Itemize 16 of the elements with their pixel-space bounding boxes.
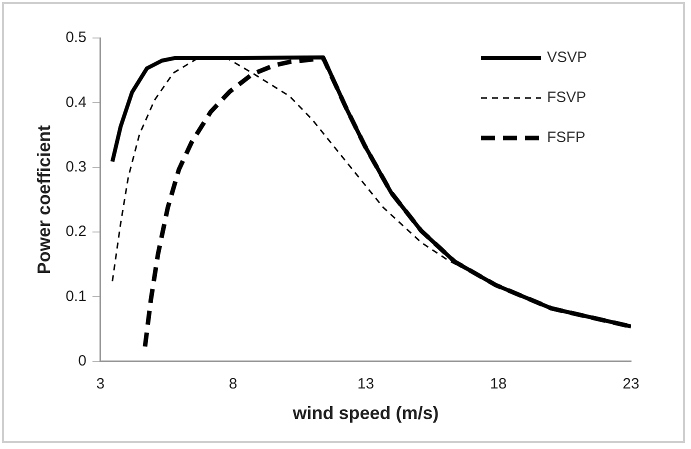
y-tick-label: 0.1 — [66, 288, 86, 305]
y-tick-label: 0.5 — [66, 29, 86, 46]
legend-label: FSVP — [547, 89, 586, 106]
y-tick-label: 0.2 — [66, 223, 86, 240]
x-tick-label: 3 — [96, 376, 105, 393]
y-tick-label: 0.3 — [66, 158, 86, 176]
x-tick-label: 13 — [357, 376, 374, 393]
x-tick-label: 18 — [490, 376, 507, 393]
x-tick-label: 23 — [622, 376, 640, 393]
y-tick-label: 0 — [78, 352, 86, 370]
y-tick-label: 0.4 — [66, 94, 86, 111]
y-axis-title: Power coefficient — [34, 125, 54, 274]
x-axis-title: wind speed (m/s) — [292, 403, 439, 424]
legend-label: FSFP — [547, 129, 586, 146]
legend-label: VSVP — [547, 49, 588, 66]
x-tick-label: 8 — [228, 376, 238, 393]
